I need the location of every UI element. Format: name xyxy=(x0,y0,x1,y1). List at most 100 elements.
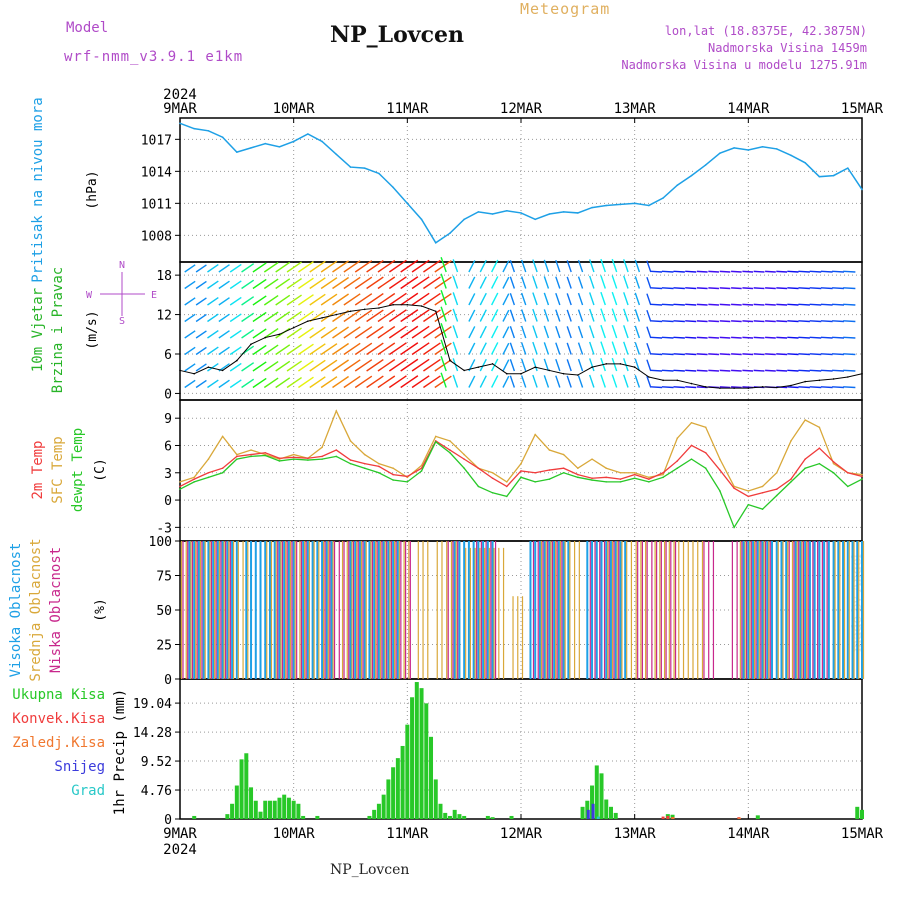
wind-arrow xyxy=(634,259,641,273)
wind-arrow xyxy=(509,359,516,372)
ytick-label-3: 100 xyxy=(149,535,172,550)
wind-arrow xyxy=(286,376,302,389)
dewpt-line-point xyxy=(818,462,821,465)
wind-arrow xyxy=(263,294,279,306)
precip-bar-0 xyxy=(391,767,396,819)
wind-arrow xyxy=(491,325,499,339)
wind-arrow xyxy=(423,375,441,389)
pressure-line-point xyxy=(292,140,295,143)
dewpt-line-point xyxy=(690,458,693,460)
dewpt-line-point xyxy=(605,481,608,483)
wind-arrow xyxy=(623,341,629,355)
precip-bar-0 xyxy=(490,817,495,819)
dewpt-line-point xyxy=(193,481,196,483)
pressure-line-point xyxy=(221,136,224,138)
pressure-unit: (hPa) xyxy=(85,170,100,209)
wind-arrow xyxy=(195,363,207,372)
wind-arrow xyxy=(298,277,314,290)
sfc-temp-line-point xyxy=(633,471,636,474)
wind-arrow xyxy=(452,292,459,306)
dewpt-line-point xyxy=(676,467,679,470)
wind-arrow xyxy=(577,358,584,372)
wind-arrow xyxy=(787,386,799,389)
wind-arrow xyxy=(646,293,652,306)
wind-arrow xyxy=(555,342,561,355)
wind-arrow xyxy=(354,342,373,356)
wind-arrow xyxy=(452,308,459,322)
wind-arrow xyxy=(411,358,430,372)
wind-arrow xyxy=(434,375,452,389)
dewpt-line-point xyxy=(392,479,394,481)
wind-arrow xyxy=(843,336,856,339)
precip-bar-0 xyxy=(225,814,230,819)
pressure-line-point xyxy=(577,212,579,214)
temp2m-line-point xyxy=(704,451,707,454)
wind-arrow xyxy=(286,343,302,356)
temp2m-line-point xyxy=(193,478,196,480)
wind-arrow xyxy=(184,346,196,356)
wind-arrow xyxy=(275,294,291,306)
wind-arrow xyxy=(555,325,561,339)
wind-arrow xyxy=(820,353,833,356)
temp2m-line-point xyxy=(562,467,565,470)
sfc-temp-line-point xyxy=(577,467,579,470)
wind-arrow xyxy=(566,309,572,322)
wind-arrow xyxy=(650,303,663,306)
wind-arrow xyxy=(286,277,302,290)
wind-arrow xyxy=(685,320,697,323)
temp2m-line-point xyxy=(619,478,622,480)
wind-arrow xyxy=(354,375,373,389)
wind-speed-line-point xyxy=(804,380,806,383)
wind-arrow xyxy=(252,344,267,356)
wind-speed-line-point xyxy=(790,384,792,387)
wind-speed-line-point xyxy=(321,317,323,319)
wind-speed-line-point xyxy=(577,374,579,376)
wind-arrow xyxy=(502,342,510,355)
wind-arrow xyxy=(753,353,765,356)
wind-arrow xyxy=(719,287,731,290)
wind-arrow xyxy=(411,309,430,323)
precip-bar-0 xyxy=(755,815,760,819)
dewpt-line-point xyxy=(292,458,295,460)
x-top-label: 10MAR xyxy=(273,101,316,117)
wind-arrow xyxy=(588,325,595,339)
wind-arrow xyxy=(753,270,765,273)
wind-arrow xyxy=(263,377,279,389)
precip-bar-0 xyxy=(400,745,405,819)
wind-speed-line-point xyxy=(264,336,267,339)
pressure-line-point xyxy=(392,186,394,189)
dewpt-line-point xyxy=(775,494,778,497)
sfc-temp-line-point xyxy=(221,435,224,438)
temp2m-line-point xyxy=(648,478,650,480)
wind-arrow xyxy=(388,358,407,372)
wind-arrow xyxy=(388,292,407,306)
wind-arrow xyxy=(809,353,822,356)
wind-arrow xyxy=(440,339,447,355)
wind-arrow xyxy=(263,327,279,339)
dewpt-line-point xyxy=(221,471,224,474)
wind-arrow xyxy=(468,293,476,306)
wind-speed-line-point xyxy=(690,382,693,385)
wind-arrow xyxy=(611,275,618,289)
wind-arrow xyxy=(650,336,663,339)
precip-legend-2: Zaledj.Kisa xyxy=(12,735,105,751)
wind-arrow xyxy=(479,375,487,388)
wind-arrow xyxy=(661,336,674,339)
temp2m-line-point xyxy=(378,465,380,468)
wind-arrow xyxy=(275,344,291,356)
sfc-temp-line-point xyxy=(790,440,792,442)
wind-arrow xyxy=(520,325,527,339)
wind-arrow xyxy=(543,292,550,306)
wind-arrow xyxy=(832,270,845,273)
wind-arrow xyxy=(309,343,326,356)
wind-arrow xyxy=(366,375,384,389)
wind-arrow xyxy=(440,273,447,289)
precip-legend-1: Konvek.Kisa xyxy=(12,711,105,727)
ytick-label-3: 25 xyxy=(156,639,172,654)
wind-arrow xyxy=(634,358,641,372)
wind-arrow xyxy=(440,323,447,339)
temp2m-line-point xyxy=(733,487,735,490)
wind-arrow xyxy=(798,287,810,290)
precip-bar-0 xyxy=(457,814,462,819)
wind-arrow xyxy=(555,375,561,388)
